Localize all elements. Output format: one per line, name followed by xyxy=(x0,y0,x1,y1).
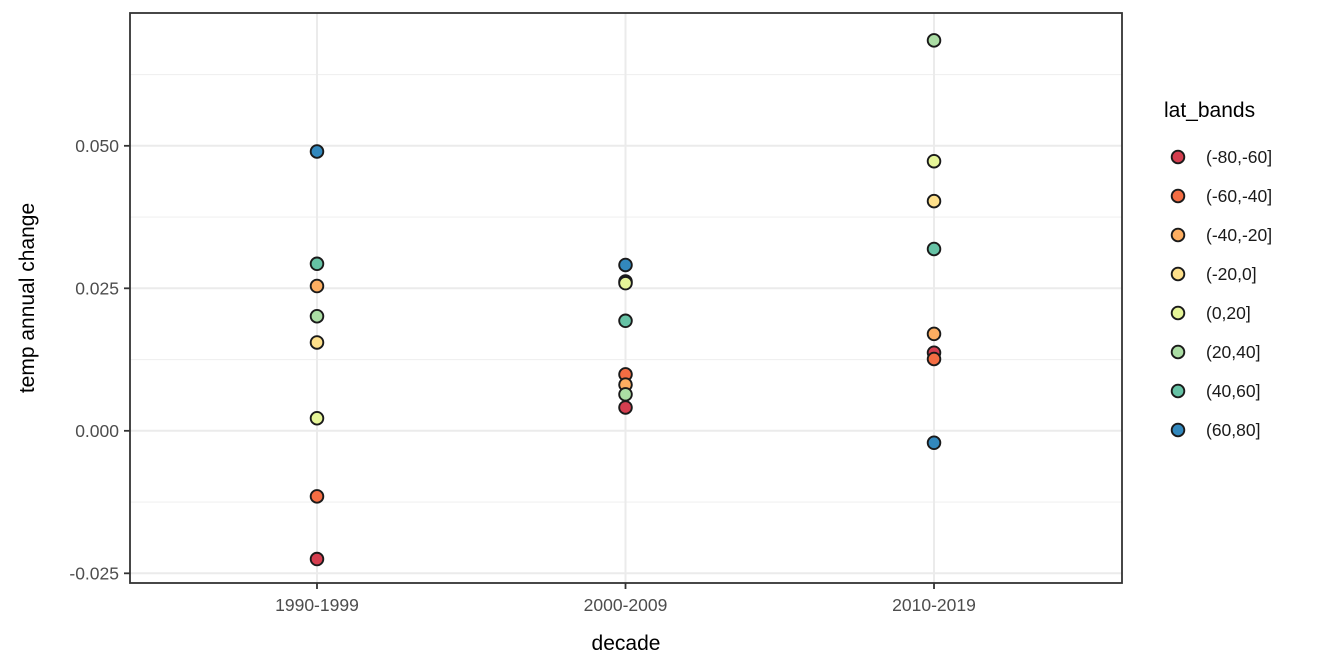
legend-item-label: (60,80] xyxy=(1206,420,1260,440)
data-point xyxy=(309,308,325,324)
data-point xyxy=(926,241,942,257)
data-point xyxy=(926,33,942,48)
data-point xyxy=(618,257,633,273)
data-point xyxy=(309,278,325,294)
legend-key-dot xyxy=(1170,305,1186,321)
legend-item-label: (-40,-20] xyxy=(1206,225,1272,245)
data-point xyxy=(926,326,942,342)
data-point xyxy=(926,193,942,209)
legend-key-dot xyxy=(1170,383,1186,399)
data-point xyxy=(309,144,325,159)
y-tick-label: 0.025 xyxy=(75,278,119,298)
data-point xyxy=(926,351,942,367)
legend-item-label: (-80,-60] xyxy=(1206,147,1272,167)
legend-item-label: (-60,-40] xyxy=(1206,186,1272,206)
data-point xyxy=(309,335,325,350)
legend-item-label: (20,40] xyxy=(1206,342,1260,362)
y-axis-title: temp annual change xyxy=(16,203,39,393)
data-point xyxy=(618,400,633,415)
legend-item-label: (-20,0] xyxy=(1206,264,1257,284)
legend-key-dot xyxy=(1170,188,1186,204)
data-point xyxy=(309,411,325,426)
legend-key-dot xyxy=(1170,266,1186,282)
data-point xyxy=(309,489,325,504)
legend-key-dot xyxy=(1170,149,1186,165)
data-point xyxy=(309,256,325,272)
data-point xyxy=(309,551,325,567)
legend-key-dot xyxy=(1170,227,1186,243)
x-tick-label: 1990-1999 xyxy=(275,595,359,615)
data-point xyxy=(618,275,633,291)
data-point xyxy=(618,313,633,329)
data-point xyxy=(618,387,633,402)
x-axis-title: decade xyxy=(592,632,661,655)
legend-key-dot xyxy=(1170,344,1186,360)
y-tick-label: 0.000 xyxy=(75,421,119,441)
x-tick-label: 2000-2009 xyxy=(584,595,668,615)
data-point xyxy=(926,153,942,169)
legend-key-dot xyxy=(1170,422,1186,438)
x-tick-label: 2010-2019 xyxy=(892,595,976,615)
legend-item-label: (0,20] xyxy=(1206,303,1251,323)
data-point xyxy=(926,435,942,451)
y-tick-label: 0.050 xyxy=(75,136,119,156)
y-tick-label: -0.025 xyxy=(69,563,119,583)
legend-title: lat_bands xyxy=(1164,99,1255,122)
legend-item-label: (40,60] xyxy=(1206,381,1260,401)
